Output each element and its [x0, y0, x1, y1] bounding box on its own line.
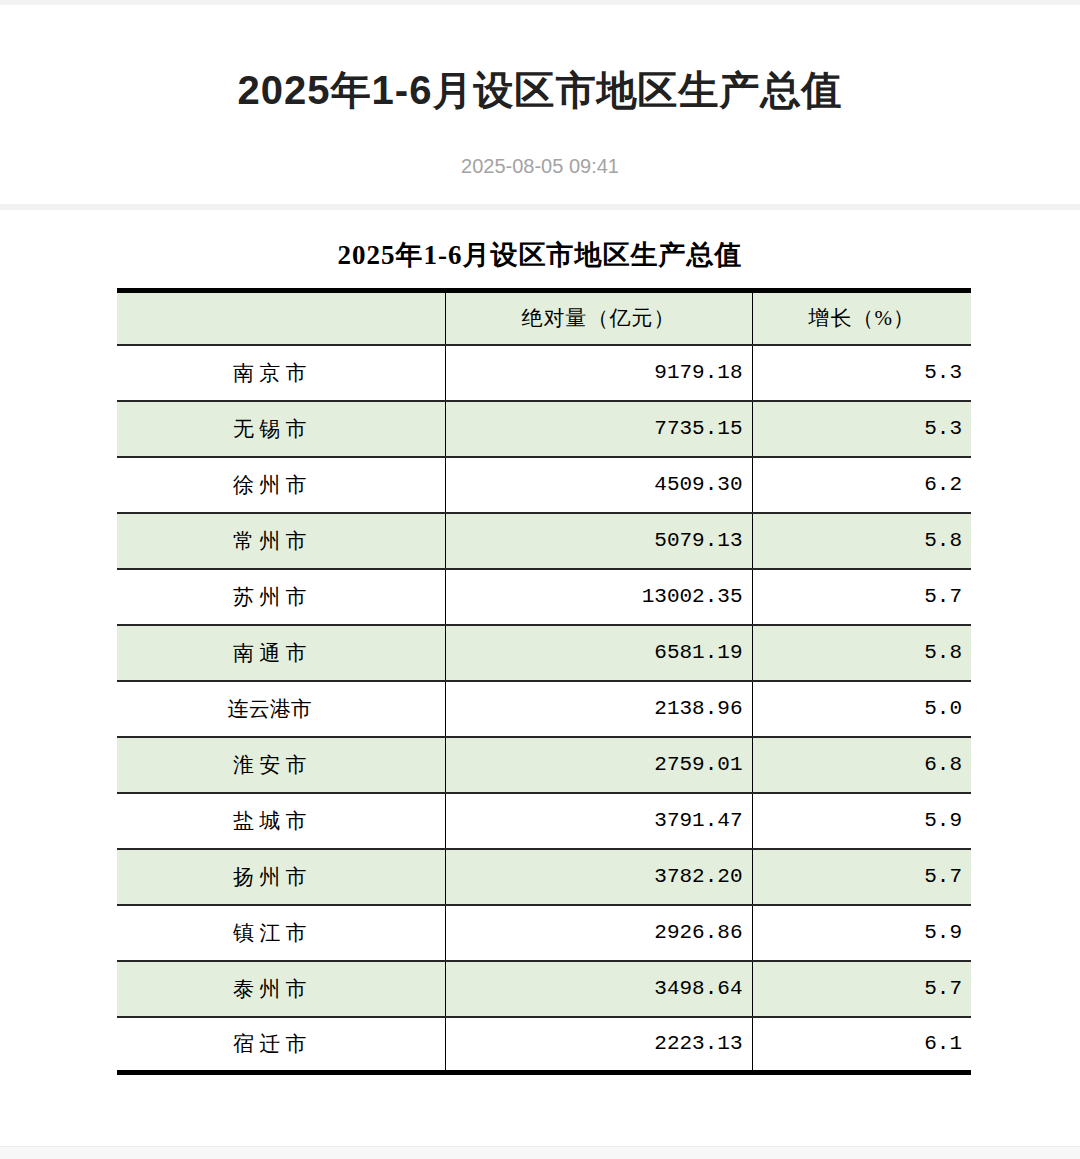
table-header-row: 绝对量（亿元） 增长（%） — [117, 291, 971, 345]
cell-growth: 5.3 — [752, 401, 971, 457]
cell-city: 泰 州 市 — [117, 961, 445, 1017]
cell-city: 南 京 市 — [117, 345, 445, 401]
table-row: 泰 州 市3498.645.7 — [117, 961, 971, 1017]
table-row: 无 锡 市7735.155.3 — [117, 401, 971, 457]
cell-city: 常 州 市 — [117, 513, 445, 569]
cell-city: 苏 州 市 — [117, 569, 445, 625]
cell-growth: 5.3 — [752, 345, 971, 401]
cell-value: 3782.20 — [445, 849, 752, 905]
cell-growth: 5.8 — [752, 513, 971, 569]
cell-city: 徐 州 市 — [117, 457, 445, 513]
cell-city: 连云港市 — [117, 681, 445, 737]
cell-growth: 5.7 — [752, 849, 971, 905]
table-row: 徐 州 市4509.306.2 — [117, 457, 971, 513]
cell-value: 4509.30 — [445, 457, 752, 513]
cell-city: 盐 城 市 — [117, 793, 445, 849]
table-row: 常 州 市5079.135.8 — [117, 513, 971, 569]
cell-value: 9179.18 — [445, 345, 752, 401]
cell-value: 2759.01 — [445, 737, 752, 793]
section-divider — [0, 204, 1080, 210]
cell-value: 6581.19 — [445, 625, 752, 681]
cell-growth: 5.8 — [752, 625, 971, 681]
table-row: 连云港市2138.965.0 — [117, 681, 971, 737]
gdp-table: 绝对量（亿元） 增长（%） 南 京 市9179.185.3无 锡 市7735.1… — [117, 288, 971, 1075]
table-row: 南 京 市9179.185.3 — [117, 345, 971, 401]
cell-growth: 5.0 — [752, 681, 971, 737]
header-cell-city — [117, 291, 445, 345]
cell-city: 扬 州 市 — [117, 849, 445, 905]
cell-value: 3791.47 — [445, 793, 752, 849]
bottom-strip — [0, 1146, 1080, 1159]
cell-growth: 5.9 — [752, 905, 971, 961]
table-title: 2025年1-6月设区市地区生产总值 — [0, 237, 1080, 273]
top-strip — [0, 0, 1080, 5]
cell-growth: 5.9 — [752, 793, 971, 849]
table-row: 扬 州 市3782.205.7 — [117, 849, 971, 905]
cell-city: 南 通 市 — [117, 625, 445, 681]
cell-growth: 5.7 — [752, 961, 971, 1017]
cell-value: 5079.13 — [445, 513, 752, 569]
cell-value: 2223.13 — [445, 1017, 752, 1073]
cell-growth: 6.8 — [752, 737, 971, 793]
page-title: 2025年1-6月设区市地区生产总值 — [0, 67, 1080, 113]
cell-value: 2926.86 — [445, 905, 752, 961]
cell-city: 宿 迁 市 — [117, 1017, 445, 1073]
table-row: 淮 安 市2759.016.8 — [117, 737, 971, 793]
table-row: 盐 城 市3791.475.9 — [117, 793, 971, 849]
publish-date: 2025-08-05 09:41 — [0, 155, 1080, 178]
table-row: 南 通 市6581.195.8 — [117, 625, 971, 681]
table-row: 宿 迁 市2223.136.1 — [117, 1017, 971, 1073]
table-row: 苏 州 市13002.355.7 — [117, 569, 971, 625]
cell-growth: 6.2 — [752, 457, 971, 513]
cell-growth: 5.7 — [752, 569, 971, 625]
header-cell-growth: 增长（%） — [752, 291, 971, 345]
cell-value: 7735.15 — [445, 401, 752, 457]
cell-value: 2138.96 — [445, 681, 752, 737]
cell-value: 3498.64 — [445, 961, 752, 1017]
cell-city: 淮 安 市 — [117, 737, 445, 793]
table-row: 镇 江 市2926.865.9 — [117, 905, 971, 961]
cell-growth: 6.1 — [752, 1017, 971, 1073]
header-cell-absolute-value: 绝对量（亿元） — [445, 291, 752, 345]
cell-city: 无 锡 市 — [117, 401, 445, 457]
cell-value: 13002.35 — [445, 569, 752, 625]
cell-city: 镇 江 市 — [117, 905, 445, 961]
